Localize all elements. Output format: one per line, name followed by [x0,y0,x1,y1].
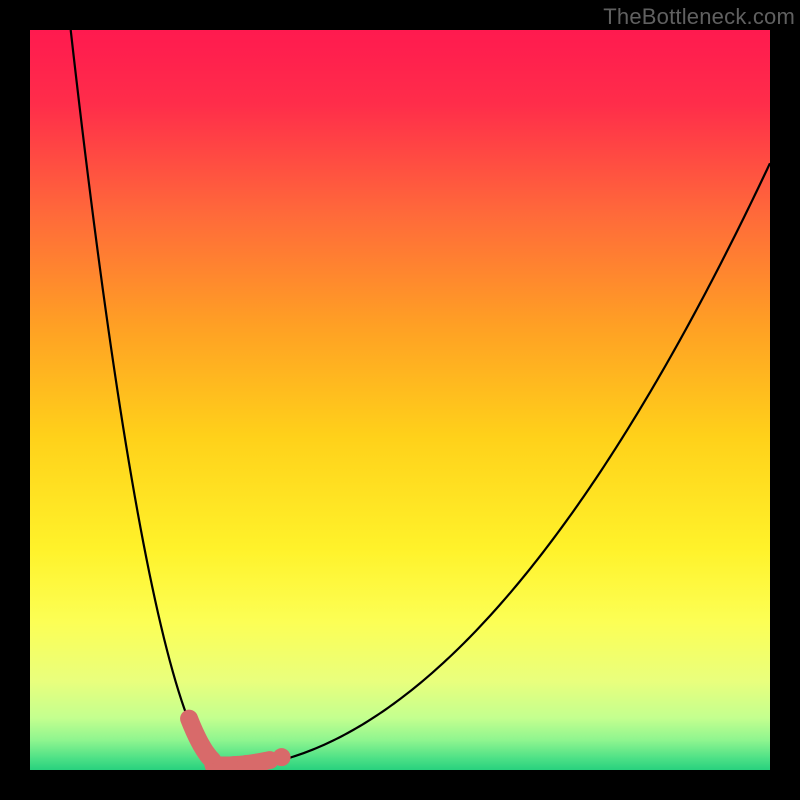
plot-area [30,30,770,770]
watermark-text: TheBottleneck.com [603,4,795,30]
plot-svg [30,30,770,770]
highlight-marker [273,748,291,766]
gradient-background [30,30,770,770]
